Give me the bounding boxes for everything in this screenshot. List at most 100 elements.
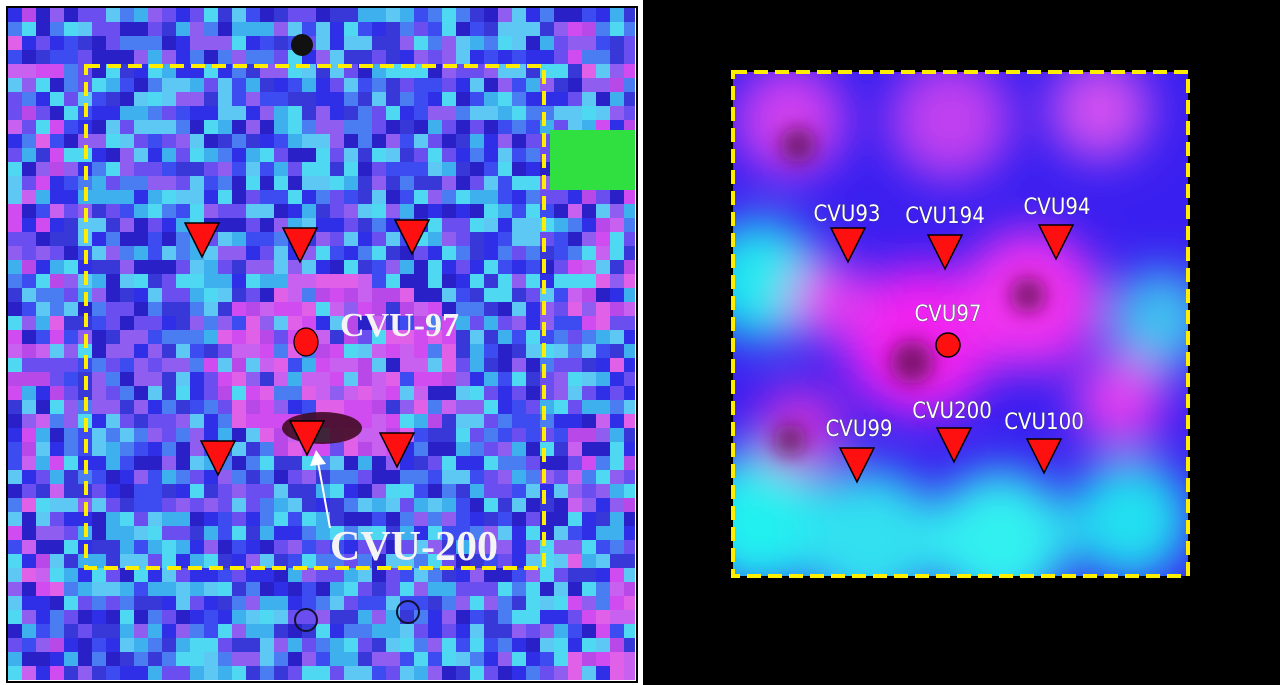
map-pixel [232,190,247,205]
map-pixel [554,36,569,51]
map-pixel [64,596,79,611]
map-pixel [344,148,359,163]
map-pixel [260,526,275,541]
map-pixel [526,218,541,233]
map-pixel [372,638,387,653]
map-pixel [316,232,331,247]
map-pixel [442,358,457,373]
map-pixel [610,260,625,275]
map-pixel [106,470,121,485]
map-pixel [484,22,499,37]
dark-blob [890,340,934,384]
map-pixel [316,148,331,163]
map-pixel [358,148,373,163]
map-pixel [302,484,317,499]
map-pixel [50,428,65,443]
map-pixel [274,596,289,611]
map-pixel [204,50,219,65]
map-pixel [386,106,401,121]
map-pixel [22,92,37,107]
map-pixel [372,78,387,93]
map-pixel [92,484,107,499]
map-pixel [456,78,471,93]
map-pixel [8,568,23,583]
map-pixel [162,442,177,457]
map-pixel [232,302,247,317]
map-pixel [400,106,415,121]
map-pixel [22,470,37,485]
map-pixel [106,512,121,527]
map-pixel [78,50,93,65]
map-pixel [400,484,415,499]
map-pixel [456,666,471,681]
map-pixel [260,36,275,51]
map-pixel [78,36,93,51]
map-pixel [498,8,513,23]
map-pixel [414,428,429,443]
map-pixel [526,176,541,191]
map-pixel [498,78,513,93]
map-pixel [526,666,541,681]
map-pixel [92,260,107,275]
map-pixel [162,302,177,317]
map-pixel [582,372,597,387]
map-pixel [414,568,429,583]
map-pixel [596,610,611,625]
map-pixel [596,50,611,65]
map-pixel [288,358,303,373]
map-pixel [92,470,107,485]
map-pixel [568,106,583,121]
map-pixel [176,204,191,219]
map-pixel [358,232,373,247]
map-pixel [50,134,65,149]
map-pixel [134,344,149,359]
map-pixel [582,218,597,233]
map-pixel [512,246,527,261]
map-pixel [162,610,177,625]
map-pixel [106,36,121,51]
map-pixel [386,498,401,513]
map-pixel [232,666,247,681]
map-pixel [344,386,359,401]
map-pixel [498,176,513,191]
map-pixel [288,372,303,387]
map-pixel [344,484,359,499]
map-pixel [498,540,513,555]
map-pixel [554,64,569,79]
map-pixel [610,666,625,681]
map-pixel [540,22,555,37]
map-pixel [190,484,205,499]
map-pixel [190,316,205,331]
map-pixel [330,218,345,233]
map-pixel [22,568,37,583]
map-pixel [22,372,37,387]
map-pixel [470,176,485,191]
map-pixel [344,596,359,611]
map-pixel [36,652,51,667]
map-pixel [218,344,233,359]
map-pixel [610,64,625,79]
map-pixel [512,302,527,317]
map-pixel [568,484,583,499]
map-pixel [442,274,457,289]
map-pixel [274,260,289,275]
map-pixel [316,666,331,681]
map-pixel [372,288,387,303]
map-pixel [50,22,65,37]
map-pixel [176,190,191,205]
map-pixel [50,288,65,303]
map-pixel [148,330,163,345]
map-pixel [232,512,247,527]
map-pixel [274,246,289,261]
map-pixel [148,106,163,121]
map-pixel [64,484,79,499]
map-pixel [526,148,541,163]
map-pixel [120,120,135,135]
map-pixel [218,400,233,415]
map-pixel [484,582,499,597]
map-pixel [232,652,247,667]
map-pixel [358,386,373,401]
map-pixel [148,582,163,597]
map-pixel [288,638,303,653]
map-pixel [372,92,387,107]
